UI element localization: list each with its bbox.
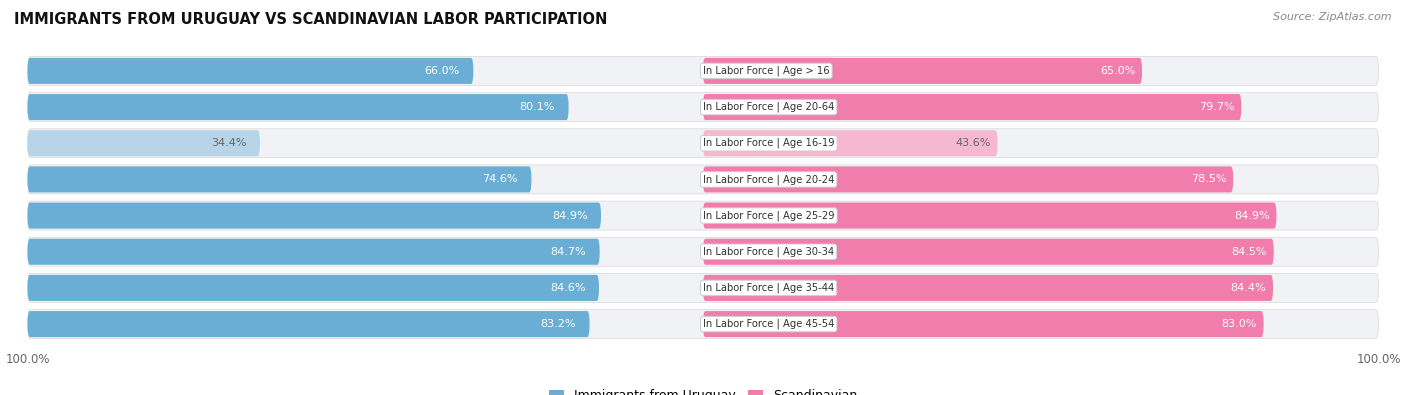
FancyBboxPatch shape [28,203,600,229]
FancyBboxPatch shape [28,311,589,337]
Text: In Labor Force | Age > 16: In Labor Force | Age > 16 [703,66,830,76]
Text: In Labor Force | Age 25-29: In Labor Force | Age 25-29 [703,210,835,221]
Text: In Labor Force | Age 45-54: In Labor Force | Age 45-54 [703,319,834,329]
Text: 80.1%: 80.1% [520,102,555,112]
FancyBboxPatch shape [28,56,1378,85]
FancyBboxPatch shape [28,165,1378,194]
Text: 43.6%: 43.6% [955,138,991,148]
Text: In Labor Force | Age 16-19: In Labor Force | Age 16-19 [703,138,835,149]
FancyBboxPatch shape [28,94,568,120]
Text: IMMIGRANTS FROM URUGUAY VS SCANDINAVIAN LABOR PARTICIPATION: IMMIGRANTS FROM URUGUAY VS SCANDINAVIAN … [14,12,607,27]
FancyBboxPatch shape [28,201,1378,230]
Text: 84.4%: 84.4% [1230,283,1267,293]
FancyBboxPatch shape [703,130,997,156]
FancyBboxPatch shape [28,166,531,192]
Text: 74.6%: 74.6% [482,175,517,184]
FancyBboxPatch shape [28,273,1378,303]
Legend: Immigrants from Uruguay, Scandinavian: Immigrants from Uruguay, Scandinavian [544,384,862,395]
Text: 79.7%: 79.7% [1199,102,1234,112]
Text: 84.9%: 84.9% [1234,211,1270,220]
FancyBboxPatch shape [703,94,1241,120]
Text: 78.5%: 78.5% [1191,175,1226,184]
Text: 84.7%: 84.7% [551,247,586,257]
Text: In Labor Force | Age 20-24: In Labor Force | Age 20-24 [703,174,834,185]
Text: 66.0%: 66.0% [425,66,460,76]
FancyBboxPatch shape [703,311,1264,337]
FancyBboxPatch shape [703,203,1277,229]
Text: 83.2%: 83.2% [540,319,576,329]
Text: In Labor Force | Age 35-44: In Labor Force | Age 35-44 [703,283,834,293]
Text: Source: ZipAtlas.com: Source: ZipAtlas.com [1274,12,1392,22]
FancyBboxPatch shape [28,237,1378,266]
Text: 65.0%: 65.0% [1099,66,1135,76]
FancyBboxPatch shape [703,239,1274,265]
FancyBboxPatch shape [703,58,1142,84]
FancyBboxPatch shape [28,310,1378,339]
FancyBboxPatch shape [28,129,1378,158]
Text: 83.0%: 83.0% [1222,319,1257,329]
FancyBboxPatch shape [28,58,474,84]
FancyBboxPatch shape [28,275,599,301]
Text: 84.5%: 84.5% [1232,247,1267,257]
FancyBboxPatch shape [703,166,1233,192]
FancyBboxPatch shape [28,239,599,265]
Text: 84.6%: 84.6% [550,283,585,293]
FancyBboxPatch shape [28,130,260,156]
FancyBboxPatch shape [703,275,1272,301]
Text: 84.9%: 84.9% [553,211,588,220]
Text: In Labor Force | Age 20-64: In Labor Force | Age 20-64 [703,102,834,112]
FancyBboxPatch shape [28,92,1378,122]
Text: In Labor Force | Age 30-34: In Labor Force | Age 30-34 [703,246,834,257]
Text: 34.4%: 34.4% [211,138,246,148]
